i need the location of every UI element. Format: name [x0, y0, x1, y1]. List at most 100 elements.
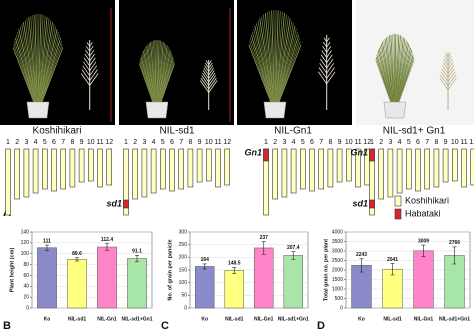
chromosome-number: 6: [310, 139, 314, 146]
plant-stem: [394, 34, 398, 103]
y-axis-label: Plant height (cm): [9, 248, 15, 293]
genotype-label: Koshihikari: [33, 126, 82, 137]
panicle-branch: [326, 50, 332, 58]
plant-stem: [377, 50, 393, 103]
chromosome-number: 5: [43, 139, 47, 146]
y-tick-label: 150: [179, 267, 188, 273]
panicle-branch: [82, 65, 91, 76]
x-tick-label: NIL-Gn1: [97, 316, 117, 322]
panicle-branch: [321, 50, 328, 58]
plant-stem: [273, 10, 276, 103]
genotype-label: NIL-sd1+ Gn1: [383, 126, 446, 137]
bar: [254, 247, 274, 309]
panicle-branch: [447, 56, 452, 62]
value-label: 237: [260, 235, 269, 241]
chromosome: [290, 148, 297, 194]
bar: [195, 266, 215, 309]
value-label: 111: [43, 238, 51, 244]
chromosome: [97, 148, 103, 188]
chromosome: [132, 148, 138, 200]
chromosome-number: 3: [388, 139, 392, 146]
panicle-branch: [89, 57, 96, 67]
chromosome-number: 5: [301, 139, 305, 146]
chromosome: [196, 148, 203, 183]
plant-stem: [14, 40, 35, 103]
plant-stem: [14, 37, 35, 103]
y-tick-label: 3000: [332, 248, 343, 254]
plant-stem: [141, 54, 155, 103]
locus-label: Gn1: [350, 147, 368, 157]
plant-stem: [382, 41, 394, 103]
y-tick-label: 2000: [332, 267, 343, 273]
chromosome: [355, 148, 361, 188]
panicle-branch: [444, 52, 449, 58]
bar: [224, 270, 244, 309]
chromosome: [14, 148, 20, 200]
plant-stem: [157, 40, 161, 103]
chromosome-number: 2: [133, 139, 137, 146]
y-tick-label: 300: [179, 229, 188, 235]
plant-stem: [386, 37, 394, 103]
legend-swatch: [394, 208, 402, 220]
chromosome: [78, 148, 85, 183]
y-tick-label: 1500: [332, 277, 343, 283]
value-label: 164: [201, 257, 210, 263]
x-tick-label: Ko: [201, 316, 208, 322]
chromosome-number: 12: [363, 139, 371, 146]
chromosome: [396, 148, 403, 194]
panicle-branch: [326, 71, 336, 84]
chromosome-number: 2: [15, 139, 19, 146]
x-tick-label: Ko: [44, 316, 51, 322]
chromosome-number: 12: [469, 139, 474, 146]
panicle-branch: [89, 53, 95, 62]
plant-stem: [37, 14, 40, 103]
plant-stem: [274, 10, 279, 103]
y-tick-label: 4000: [332, 229, 343, 235]
chromosome: [415, 148, 421, 192]
plant-stem: [154, 40, 157, 103]
value-label: 91.1: [132, 249, 142, 255]
chromosome-number: 1: [124, 139, 128, 146]
chromosome: [69, 148, 76, 188]
plant-stem: [38, 16, 48, 103]
legend-swatch: [394, 195, 402, 207]
photo: [119, 0, 234, 125]
introgression: [369, 199, 375, 209]
chromosome-number: 2: [273, 139, 277, 146]
plant-stem: [398, 54, 414, 103]
value-label: 2243: [356, 252, 367, 258]
y-tick-label: 1000: [332, 286, 343, 292]
chromosome-number: 9: [80, 139, 84, 146]
chromosome: [141, 148, 148, 198]
plant-stem: [19, 26, 36, 103]
panicle-branch: [447, 71, 456, 82]
plant-stem: [378, 47, 393, 103]
introgression: [123, 199, 129, 209]
plant-stem: [22, 22, 37, 103]
plant-stem: [276, 16, 289, 103]
plant-stem: [24, 20, 37, 103]
bar: [67, 259, 87, 309]
panicle-branch: [326, 41, 331, 48]
y-tick-label: 250: [179, 242, 188, 248]
plant-stem: [39, 22, 53, 103]
chromosome-number: 1: [370, 139, 374, 146]
plant-stem: [276, 20, 293, 103]
plant-stem: [12, 47, 35, 103]
y-tick-label: 20: [23, 294, 29, 300]
plant-stem: [277, 31, 298, 103]
panicle-branch: [208, 77, 217, 90]
panicle-branch: [89, 69, 98, 81]
plant-stem: [255, 23, 273, 103]
pot: [26, 101, 50, 119]
panicle-branch: [89, 45, 94, 52]
panicle-branch: [320, 58, 328, 69]
y-tick-label: 0: [184, 305, 187, 311]
plant-stem: [395, 34, 400, 103]
chromosome-number: 3: [24, 139, 28, 146]
panicle-branch: [208, 80, 218, 93]
panicle-branch: [203, 67, 210, 76]
chromosome: [187, 148, 194, 188]
plant-stem: [15, 34, 36, 103]
